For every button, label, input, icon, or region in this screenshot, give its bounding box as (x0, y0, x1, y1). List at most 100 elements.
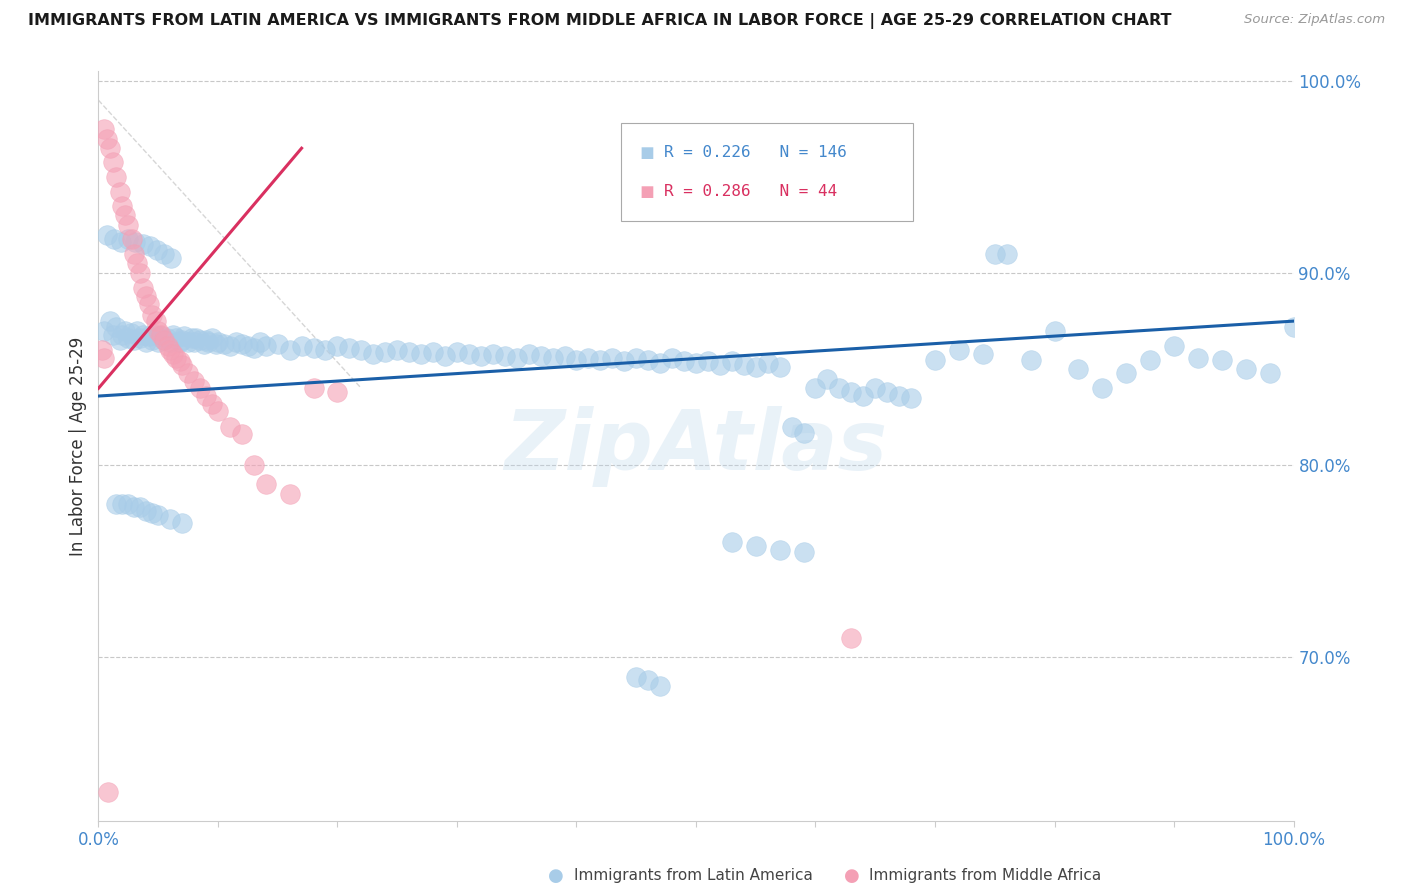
Point (924, 352, 946, 367)
Point (98, 314, 122, 328)
Point (156, 339, 179, 353)
Point (188, 334, 211, 348)
Point (124, 247, 146, 261)
Point (721, 354, 744, 368)
Point (135, 504, 157, 518)
Text: ZipAtlas: ZipAtlas (505, 406, 887, 486)
Point (105, 497, 128, 511)
Point (148, 335, 170, 350)
Point (159, 335, 181, 350)
Point (172, 516, 194, 530)
Point (129, 500, 152, 515)
Point (110, 235, 132, 250)
Point (470, 349, 492, 363)
Point (197, 335, 219, 350)
Point (148, 508, 170, 523)
Point (626, 669, 648, 683)
Point (648, 356, 672, 370)
Point (554, 349, 576, 363)
Point (111, 327, 134, 342)
Point (506, 351, 529, 365)
Point (815, 372, 838, 386)
Point (98, 141, 122, 155)
Point (876, 385, 898, 400)
Point (434, 349, 457, 363)
Point (153, 334, 176, 348)
Point (124, 235, 146, 250)
Point (411, 347, 433, 361)
Point (446, 344, 468, 359)
Point (93, 324, 115, 338)
Text: ●: ● (844, 867, 859, 885)
Point (1163, 339, 1185, 353)
Point (159, 512, 181, 526)
Point (948, 343, 970, 357)
Point (793, 425, 815, 440)
Text: ●: ● (548, 867, 564, 885)
Point (278, 487, 301, 501)
Point (117, 218, 139, 232)
Point (105, 169, 128, 184)
Point (124, 334, 146, 348)
Point (121, 231, 143, 245)
Point (254, 477, 277, 491)
Point (129, 266, 152, 280)
Text: ◼: ◼ (640, 183, 654, 201)
Point (841, 631, 863, 645)
Point (195, 334, 218, 348)
Point (889, 389, 911, 403)
Point (96, 227, 118, 242)
Point (101, 154, 124, 169)
Point (231, 427, 253, 442)
Point (291, 339, 314, 353)
Point (165, 331, 187, 345)
Point (153, 247, 176, 261)
Point (1258, 366, 1281, 380)
Point (141, 309, 163, 323)
Point (1211, 352, 1233, 367)
Text: IMMIGRANTS FROM LATIN AMERICA VS IMMIGRANTS FROM MIDDLE AFRICA IN LABOR FORCE | : IMMIGRANTS FROM LATIN AMERICA VS IMMIGRA… (28, 13, 1171, 29)
Point (1282, 319, 1305, 334)
Point (186, 331, 208, 345)
Point (162, 347, 184, 361)
Point (841, 385, 863, 400)
Point (852, 389, 875, 403)
Point (125, 256, 148, 270)
Point (146, 243, 169, 257)
Point (201, 331, 224, 345)
Point (153, 334, 176, 348)
Point (1139, 352, 1161, 367)
Point (530, 349, 553, 363)
Point (141, 506, 163, 520)
Point (212, 337, 235, 351)
Point (315, 343, 337, 357)
Point (145, 327, 167, 342)
Point (804, 381, 827, 395)
Point (96, 131, 118, 145)
Point (111, 497, 134, 511)
Point (188, 381, 211, 395)
Point (243, 341, 266, 355)
Point (219, 339, 242, 353)
Point (105, 319, 128, 334)
Point (120, 326, 142, 340)
Point (97, 785, 120, 799)
Point (578, 351, 600, 365)
Text: Immigrants from Middle Africa: Immigrants from Middle Africa (869, 869, 1101, 883)
Point (148, 324, 170, 338)
Point (117, 231, 139, 245)
Point (363, 347, 385, 361)
Point (131, 327, 153, 342)
Point (302, 381, 325, 395)
Point (108, 186, 131, 200)
Point (374, 344, 396, 359)
Point (114, 324, 136, 338)
Point (900, 391, 922, 405)
Point (103, 231, 125, 245)
Point (756, 356, 779, 370)
Point (177, 366, 200, 380)
Point (139, 239, 162, 253)
Point (326, 385, 349, 400)
Point (180, 331, 202, 345)
Point (111, 199, 134, 213)
